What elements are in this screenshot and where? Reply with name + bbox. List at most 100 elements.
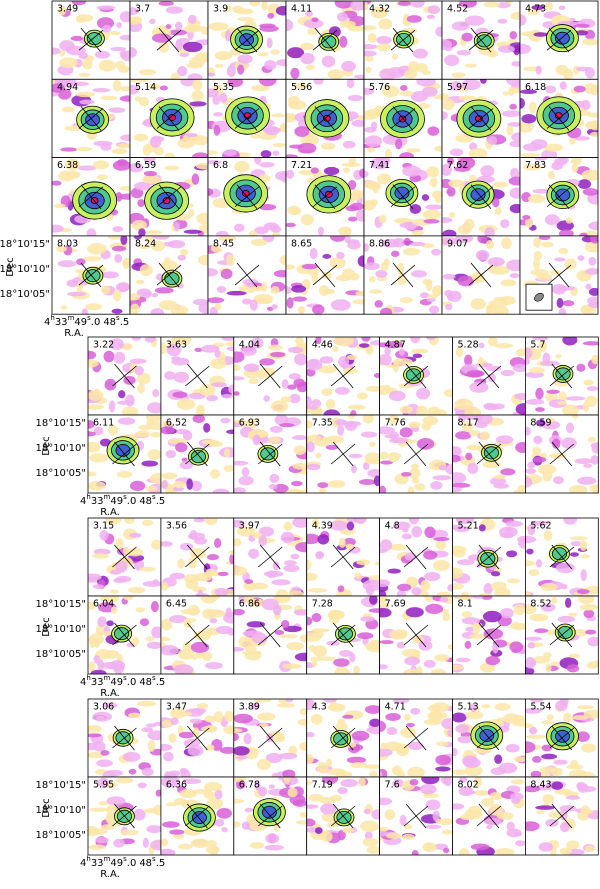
noise [425,799,441,811]
noise [521,31,538,37]
noise [559,822,570,833]
noise [467,462,479,474]
noise [525,741,536,754]
noise [118,390,126,399]
noise [507,578,521,584]
noise [292,296,307,302]
noise [221,393,234,399]
panel [452,518,526,596]
noise [398,348,405,356]
noise [403,823,413,830]
noise [128,712,141,719]
noise [279,122,286,133]
noise [153,721,161,727]
cross [405,803,427,829]
noise [366,728,373,733]
noise [319,487,327,493]
noise [435,766,451,772]
noise [466,370,485,378]
noise [546,713,554,721]
noise [359,168,364,179]
noise [379,589,387,596]
noise [500,219,510,229]
noise [588,256,597,266]
noise [391,53,399,60]
noise [139,618,150,627]
noise [558,5,566,11]
noise [216,808,232,819]
cross [187,725,208,751]
noise [411,229,424,236]
noise [375,269,388,278]
noise [461,611,473,618]
noise [137,782,147,789]
noise [150,600,159,613]
noise [414,483,426,491]
ra-tick-part: 4 [80,677,86,688]
noise [254,157,262,165]
channel-velocity: 4.04 [239,340,260,351]
ra-tick-part: 48 [139,496,152,507]
noise [505,550,518,558]
emission-contour [405,368,422,382]
noise [309,247,318,260]
noise [149,472,161,484]
noise [304,11,314,17]
cross [114,725,135,751]
noise [258,535,268,547]
ra-tick-part: .0 [127,677,137,688]
noise [563,518,578,525]
channel-velocity: 7.35 [312,418,333,429]
noise [192,298,208,306]
noise [333,658,350,667]
noise [279,170,286,183]
noise [216,285,227,293]
noise [399,427,413,438]
noise [568,612,578,617]
noise [233,223,245,232]
noise [579,232,588,236]
noise [152,389,160,398]
channel-velocity: 7.41 [369,160,390,171]
noise [555,353,562,359]
noise [59,57,78,69]
noise [274,415,289,426]
noise [98,801,109,806]
noise [222,725,234,735]
noise [445,464,453,475]
noise [379,797,393,806]
noise [164,152,175,158]
channel-velocity: 9.07 [447,238,468,249]
noise [214,587,229,596]
noise [541,744,553,752]
panel [379,777,453,855]
cross [158,184,180,210]
noise [569,552,579,557]
cross [332,725,354,751]
noise [274,629,285,635]
noise [379,720,386,732]
noise [264,844,284,851]
noise [311,628,330,633]
noise [228,384,234,394]
noise [529,613,549,622]
noise [426,297,436,303]
noise [470,298,486,310]
channel-velocity: 7.19 [312,780,333,791]
noise [423,572,441,582]
noise [233,821,241,828]
ra-tick-part: s [152,855,156,863]
noise [464,354,473,366]
noise [364,180,377,189]
channel-velocity: 6.45 [166,599,187,610]
noise [320,830,333,842]
noise [538,842,554,852]
noise [527,523,536,536]
noise [590,84,598,96]
noise [397,1,412,7]
noise [345,205,359,212]
noise [340,779,359,788]
noise [52,83,65,93]
noise [163,305,171,311]
